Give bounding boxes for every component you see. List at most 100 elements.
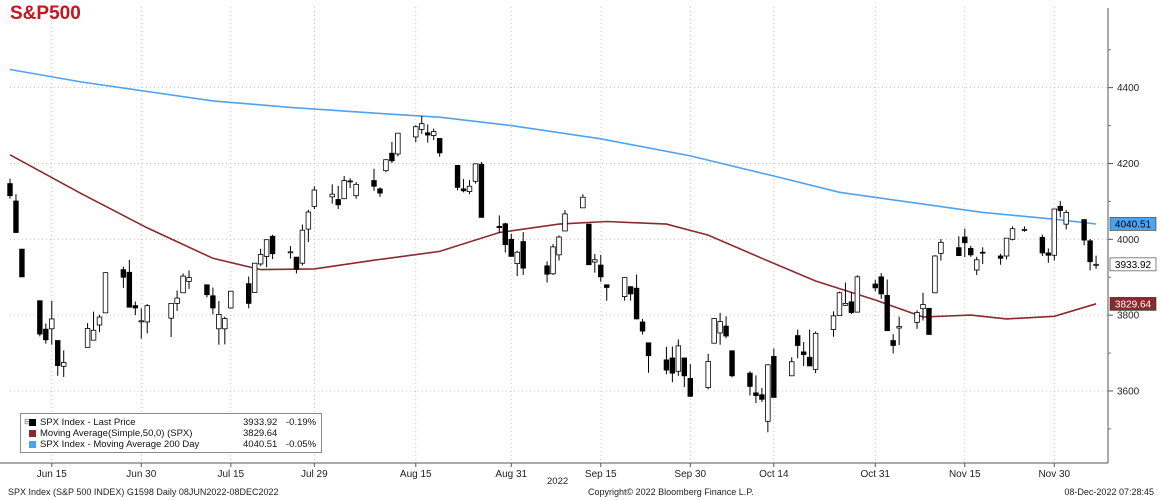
y-tick-label: 4400	[1117, 83, 1140, 94]
candle	[120, 266, 127, 288]
candle-body	[228, 290, 234, 309]
candle	[305, 209, 312, 242]
candle	[245, 276, 252, 309]
candle-body	[753, 392, 759, 396]
candle-body	[621, 277, 628, 297]
legend-collapse-icon[interactable]: ⊟	[24, 417, 31, 426]
candle-body	[932, 255, 938, 294]
candle-body	[311, 189, 318, 207]
x-tick-label: Sep 15	[585, 469, 617, 480]
candle	[968, 245, 974, 257]
last-price-label: 3829.64	[1115, 299, 1152, 310]
y-tick-label: 4200	[1117, 159, 1140, 170]
candle	[228, 290, 234, 309]
candle	[962, 228, 968, 258]
candle-body	[520, 241, 526, 269]
candle	[956, 236, 962, 257]
candle-body	[556, 236, 562, 256]
candle-body	[639, 321, 646, 332]
candle-body	[687, 378, 693, 397]
candle	[1003, 237, 1010, 260]
candle	[633, 274, 640, 320]
last-price-label: 4040.51	[1115, 219, 1152, 230]
candle	[1045, 248, 1052, 263]
candle	[1093, 255, 1099, 269]
y-tick-label: 3800	[1117, 311, 1140, 322]
candle-body	[514, 251, 520, 264]
candle-body	[771, 356, 777, 398]
last-price-labels: 4040.51 3933.92 3829.64	[1109, 217, 1157, 311]
candle-body	[926, 307, 932, 335]
candle-body	[800, 351, 807, 355]
legend-row-ma50: Moving Average(Simple,50,0) (SPX) 3829.6…	[29, 428, 319, 439]
candle-body	[269, 235, 276, 255]
candle	[556, 235, 562, 261]
candle	[478, 161, 485, 218]
candle-body	[120, 269, 127, 278]
candle-body	[830, 315, 837, 330]
candle-body	[627, 286, 634, 295]
candle-body	[842, 302, 849, 306]
candle-body	[496, 226, 503, 228]
candle	[598, 254, 604, 282]
candle-body	[562, 213, 568, 232]
candle	[1081, 219, 1087, 246]
candle	[765, 364, 771, 433]
candle-body	[305, 211, 312, 230]
candle	[216, 301, 222, 345]
candle	[132, 301, 139, 316]
candle-body	[836, 292, 843, 316]
candle	[466, 180, 473, 195]
candle-body	[711, 318, 717, 344]
candle-body	[765, 364, 771, 422]
candle	[753, 375, 759, 404]
x-tick-label: Nov 30	[1038, 469, 1070, 480]
candle-body	[425, 132, 431, 136]
candle	[997, 253, 1004, 265]
candle-body	[389, 152, 395, 162]
candle-body	[550, 246, 556, 275]
candle	[389, 141, 395, 164]
candle	[592, 254, 598, 273]
candle	[747, 371, 753, 396]
candle-body	[460, 188, 467, 192]
candle-body	[371, 180, 377, 187]
candle-body	[186, 277, 192, 282]
x-tick-label: Jul 15	[217, 469, 244, 480]
candle-body	[854, 276, 861, 313]
candle	[836, 291, 843, 316]
candle-body	[544, 265, 550, 275]
candle	[299, 224, 306, 266]
candle	[794, 329, 801, 359]
candle-body	[502, 223, 508, 246]
candle	[251, 262, 258, 293]
moving-average-200-line	[9, 68, 1097, 225]
legend-swatch-icon	[29, 430, 36, 437]
candle-body	[979, 251, 986, 254]
candle	[55, 340, 61, 376]
candle	[222, 316, 228, 345]
candle-body	[1063, 211, 1069, 225]
candle-body	[55, 340, 61, 366]
candle-body	[263, 239, 270, 257]
candle	[13, 194, 19, 233]
candle	[353, 182, 359, 199]
candle	[61, 350, 67, 377]
candle-body	[872, 283, 878, 289]
candle-body	[180, 275, 186, 294]
candle	[800, 342, 807, 366]
legend-swatch-icon	[29, 441, 36, 448]
legend-name: SPX Index - Last Price	[40, 417, 136, 428]
candle-body	[705, 360, 711, 388]
candle-body	[884, 295, 890, 332]
candle-body	[413, 126, 419, 138]
candle-body	[675, 345, 682, 372]
candle	[1087, 238, 1093, 271]
candle-body	[878, 276, 884, 295]
candle-body	[168, 302, 174, 319]
axes: 3600 3800 4000 4200 4400 Jun 15 Jun 30 Jul 15 Ju…	[0, 8, 1140, 480]
candle	[269, 234, 276, 260]
candle-body	[974, 259, 980, 271]
candle-body	[222, 318, 228, 330]
legend-value: 4040.51	[243, 439, 278, 450]
